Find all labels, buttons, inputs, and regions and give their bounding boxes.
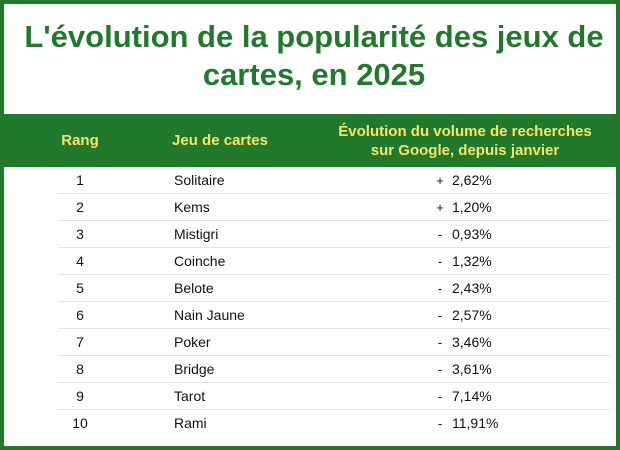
change-cell: 2,62%: [452, 172, 492, 188]
game-cell: Kems: [174, 199, 210, 215]
header-change: Évolution du volume de recherches sur Go…: [320, 114, 610, 167]
table-row: 5 Belote -2,43%: [4, 275, 616, 302]
change-cell: 1,20%: [452, 199, 492, 215]
table-body: 1 Solitaire +2,62% 2 Kems +1,20% 3 Mistigri -0,9…: [4, 167, 616, 437]
rank-cell: 10: [72, 415, 88, 431]
row-separator: [58, 382, 610, 383]
game-cell: Nain Jaune: [174, 307, 245, 323]
table-row: 10 Rami -11,91%: [4, 410, 616, 437]
change-sign: +: [436, 200, 444, 215]
change-sign: -: [437, 362, 443, 377]
row-separator: [58, 247, 610, 248]
rank-cell: 6: [76, 307, 84, 323]
table-row: 4 Coinche -1,32%: [4, 248, 616, 275]
change-sign: -: [437, 227, 443, 242]
change-cell: 0,93%: [452, 226, 492, 242]
change-cell: 11,91%: [452, 415, 499, 431]
change-cell: 7,14%: [452, 388, 492, 404]
table-row: 7 Poker -3,46%: [4, 329, 616, 356]
table-row: 3 Mistigri -0,93%: [4, 221, 616, 248]
table-row: 9 Tarot -7,14%: [4, 383, 616, 410]
game-cell: Bridge: [174, 361, 215, 377]
chart-title: L'évolution de la popularité des jeux de…: [24, 19, 604, 92]
row-separator: [58, 328, 610, 329]
header-rank: Rang: [61, 132, 99, 149]
change-sign: -: [437, 254, 443, 269]
table-row: 6 Nain Jaune -2,57%: [4, 302, 616, 329]
rank-cell: 2: [76, 199, 84, 215]
rank-cell: 1: [76, 172, 84, 188]
rank-cell: 7: [76, 334, 84, 350]
rank-cell: 3: [76, 226, 84, 242]
rank-cell: 9: [76, 388, 84, 404]
rank-cell: 4: [76, 253, 84, 269]
change-cell: 1,32%: [452, 253, 492, 269]
game-cell: Mistigri: [174, 226, 219, 242]
table-header: Rang Jeu de cartes Évolution du volume d…: [0, 114, 620, 167]
rank-cell: 5: [76, 280, 84, 296]
row-separator: [58, 301, 610, 302]
header-game: Jeu de cartes: [172, 132, 268, 149]
change-sign: -: [437, 281, 443, 296]
change-cell: 2,57%: [452, 307, 492, 323]
game-cell: Belote: [174, 280, 214, 296]
row-separator: [58, 274, 610, 275]
game-cell: Poker: [174, 334, 211, 350]
row-separator: [58, 409, 610, 410]
row-separator: [58, 355, 610, 356]
change-sign: -: [437, 335, 443, 350]
change-sign: +: [436, 173, 444, 188]
header-change-label: Évolution du volume de recherches sur Go…: [338, 122, 592, 159]
row-separator: [58, 193, 610, 194]
rank-cell: 8: [76, 361, 84, 377]
change-cell: 3,46%: [452, 334, 492, 350]
table-row: 1 Solitaire +2,62%: [4, 167, 616, 194]
change-cell: 2,43%: [452, 280, 492, 296]
row-separator: [58, 220, 610, 221]
change-sign: -: [437, 416, 443, 431]
game-cell: Tarot: [174, 388, 206, 404]
change-sign: -: [437, 389, 443, 404]
game-cell: Coinche: [174, 253, 226, 269]
game-cell: Rami: [174, 415, 207, 431]
change-cell: 3,61%: [452, 361, 492, 377]
table-row: 2 Kems +1,20%: [4, 194, 616, 221]
game-cell: Solitaire: [174, 172, 225, 188]
table-row: 8 Bridge -3,61%: [4, 356, 616, 383]
change-sign: -: [437, 308, 443, 323]
